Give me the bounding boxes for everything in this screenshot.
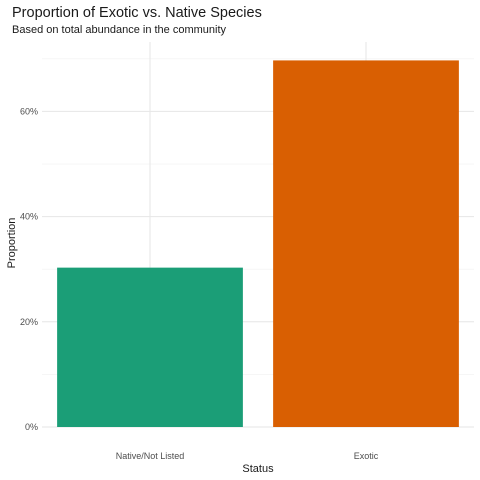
y-tick-label: 60% — [20, 106, 38, 116]
x-axis-ticks: Native/Not Listed Exotic — [116, 451, 379, 461]
x-tick-label: Exotic — [354, 451, 379, 461]
x-axis-label: Status — [242, 463, 274, 475]
chart-subtitle: Based on total abundance in the communit… — [12, 24, 227, 36]
bars — [57, 60, 459, 427]
y-axis-ticks: 0% 20% 40% 60% — [20, 106, 38, 432]
chart-title: Proportion of Exotic vs. Native Species — [12, 5, 262, 21]
y-tick-label: 40% — [20, 212, 38, 222]
y-tick-label: 20% — [20, 317, 38, 327]
bar-exotic — [273, 60, 459, 427]
bar-native-not-listed — [57, 267, 243, 427]
y-tick-label: 0% — [25, 422, 38, 432]
y-axis-label: Proportion — [6, 218, 18, 269]
x-tick-label: Native/Not Listed — [116, 451, 185, 461]
